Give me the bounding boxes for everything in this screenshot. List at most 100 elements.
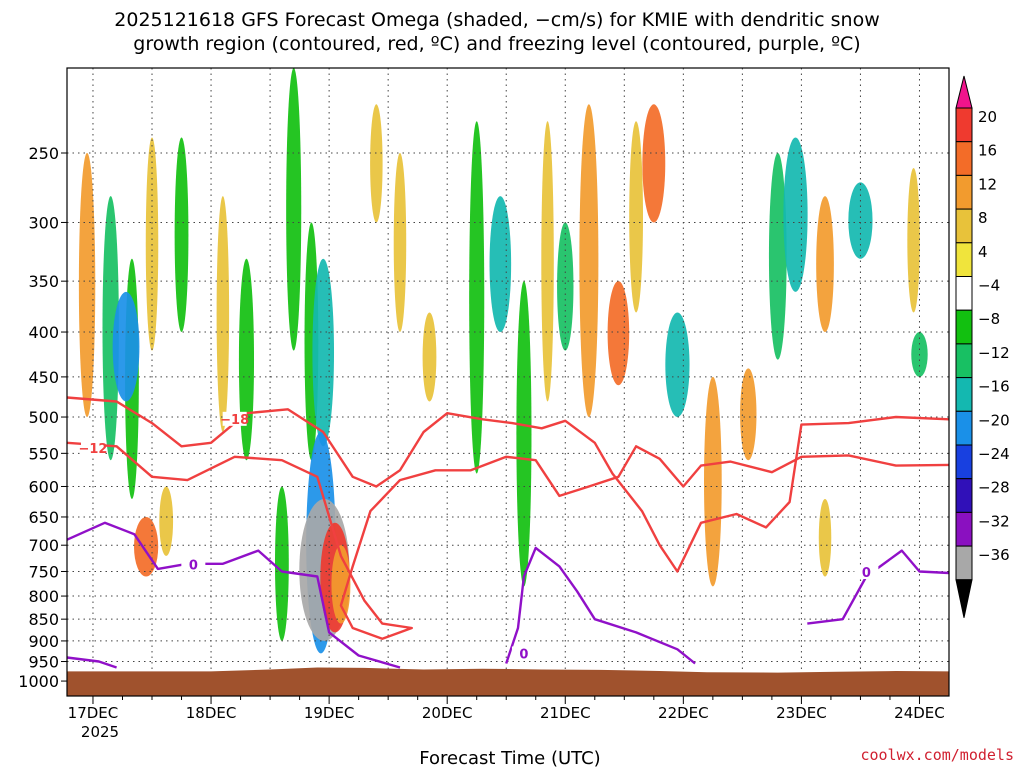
omega-patch <box>541 121 554 402</box>
chart-title-line1: 2025121618 GFS Forecast Omega (shaded, −… <box>114 9 879 31</box>
colorbar-segment <box>955 343 973 379</box>
omega-patch <box>489 196 512 333</box>
freezing-contour-label-bg <box>854 565 879 580</box>
colorbar-label: −4 <box>978 277 1000 295</box>
x-tick-label: 24DEC <box>894 704 945 722</box>
omega-patch <box>768 152 787 360</box>
dgz-contour-label: −12 <box>78 442 107 457</box>
dgz-contour-line <box>66 441 950 640</box>
y-tick-label: 600 <box>28 477 59 496</box>
omega-patch <box>818 498 832 577</box>
terrain-layer <box>67 667 949 696</box>
y-tick-label: 450 <box>28 368 59 387</box>
dgz-contour-label-bg <box>80 440 105 455</box>
x-tick-label: 19DEC <box>304 704 355 722</box>
freezing-contour-line <box>66 521 401 669</box>
y-tick-label: 550 <box>28 444 59 463</box>
x-tick-label: 23DEC <box>776 704 827 722</box>
y-tick-label: 1000 <box>18 672 59 691</box>
colorbar-label: −12 <box>978 344 1010 362</box>
y-tick-label: 850 <box>28 610 59 629</box>
gridlines <box>67 68 949 696</box>
omega-patch <box>557 222 574 351</box>
omega-patch <box>78 152 96 418</box>
omega-patch <box>740 368 757 461</box>
omega-patch <box>516 281 532 587</box>
freezing-contour-label: 0 <box>862 566 871 581</box>
freezing-contour-label-bg <box>181 557 206 572</box>
colorbar-segment <box>955 478 973 513</box>
colorbar-label: 8 <box>978 209 988 227</box>
y-tick-label: 950 <box>28 653 59 672</box>
colorbar-label: −32 <box>978 512 1010 530</box>
freezing-contour-label: 0 <box>189 558 198 573</box>
colorbar-segment <box>955 107 973 143</box>
colorbar-label: −20 <box>978 411 1010 429</box>
y-tick-label: 400 <box>28 323 59 342</box>
y-tick-label: 250 <box>28 144 59 163</box>
omega-patch <box>704 376 722 587</box>
colorbar-bottom-arrow <box>955 579 973 618</box>
colorbar-label: −24 <box>978 445 1010 463</box>
omega-patch <box>579 104 599 418</box>
omega-patch <box>274 486 289 641</box>
omega-patch <box>816 196 834 333</box>
freezing-contour-label: 0 <box>519 647 528 662</box>
x-axis: 17DEC 18DEC 19DEC 20DEC 21DEC 22DEC 23DEC 24DEC <box>68 696 945 722</box>
freezing-contour-line <box>807 549 950 625</box>
freezing-contour-label-bg <box>511 646 536 661</box>
y-tick-label: 300 <box>28 213 59 232</box>
y-axis: 250 300 350 400 450 500 550 600 650 700 750 800 850 9… <box>18 144 67 691</box>
colorbar-segment <box>955 377 973 412</box>
y-tick-label: 900 <box>28 632 59 651</box>
colorbar-segment <box>955 444 973 480</box>
colorbar-label: −36 <box>978 546 1010 564</box>
omega-patch <box>216 196 230 432</box>
dgz-contour-label: −18 <box>220 413 249 428</box>
colorbar: 20 16 12 8 4 −4 −8 −12 −16 −20 −24 −28 −32 −36 <box>955 75 1010 618</box>
omega-patch <box>783 137 808 292</box>
omega-patch <box>238 258 255 461</box>
omega-patch <box>907 167 920 313</box>
colorbar-segment <box>955 309 973 345</box>
omega-patch <box>848 182 873 259</box>
colorbar-label: −28 <box>978 479 1010 497</box>
y-tick-label: 750 <box>28 562 59 581</box>
y-tick-label: 700 <box>28 536 59 555</box>
y-tick-label: 350 <box>28 272 59 291</box>
omega-patch <box>112 291 140 402</box>
credit-text: coolwx.com/models <box>860 746 1014 764</box>
omega-patch <box>312 258 335 447</box>
x-axis-title: Forecast Time (UTC) <box>419 748 600 768</box>
colorbar-label: 4 <box>978 243 988 261</box>
colorbar-segment <box>955 174 973 210</box>
x-tick-label: 22DEC <box>658 704 709 722</box>
colorbar-top-arrow <box>955 75 973 109</box>
omega-patch <box>102 196 119 461</box>
plot-background <box>67 68 949 696</box>
y-tick-label: 500 <box>28 408 59 427</box>
plot-frame <box>66 67 950 697</box>
colorbar-segment <box>955 242 973 278</box>
x-tick-label: 18DEC <box>186 704 237 722</box>
x-axis-year: 2025 <box>81 723 119 741</box>
contour-layer: −18 −12 0 0 0 <box>66 396 950 669</box>
omega-patch <box>469 121 485 474</box>
colorbar-label: 20 <box>978 108 997 126</box>
colorbar-segment <box>955 276 973 311</box>
colorbar-segment <box>955 208 973 244</box>
omega-patch <box>422 312 437 402</box>
omega-patch <box>642 104 666 223</box>
colorbar-label: 12 <box>978 175 997 193</box>
y-tick-label: 650 <box>28 508 59 527</box>
x-tick-label: 20DEC <box>422 704 473 722</box>
omega-patch <box>174 137 189 333</box>
omega-patch <box>159 486 174 556</box>
freezing-contour-line <box>505 546 696 665</box>
colorbar-label: −8 <box>978 310 1000 328</box>
omega-patch <box>134 516 159 577</box>
chart-title-line2: growth region (contoured, red, ºC) and f… <box>133 33 860 55</box>
plot-area: −18 −12 0 0 0 <box>66 67 950 697</box>
dgz-contour-label-bg <box>222 411 247 426</box>
